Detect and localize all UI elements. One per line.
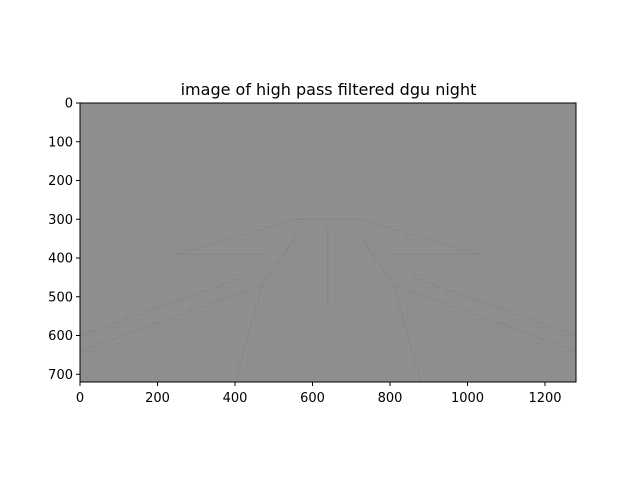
x-tick-label: 1000 (451, 391, 484, 406)
edge-line (176, 218, 298, 255)
x-tick-label: 200 (145, 391, 170, 406)
y-tick-label: 300 (48, 213, 73, 228)
edge-line (234, 284, 263, 382)
edge-line (80, 276, 243, 336)
x-axis: 0 200 400 600 800 1000 1200 (76, 382, 562, 406)
x-tick-label: 800 (378, 391, 403, 406)
y-tick-label: 500 (48, 290, 73, 305)
y-tick-label: 400 (48, 252, 73, 267)
edge-line (80, 284, 263, 352)
x-tick-label: 0 (76, 391, 84, 406)
edge-line (358, 218, 480, 255)
plot-frame (79, 102, 577, 383)
y-axis: 0 100 200 300 400 500 600 700 (48, 97, 80, 383)
x-tick-label: 1200 (528, 391, 561, 406)
edge-line (393, 284, 576, 352)
y-tick-label: 100 (48, 135, 73, 150)
high-pass-image (80, 103, 576, 382)
y-tick-label: 0 (65, 97, 73, 112)
image-plot-area (79, 102, 577, 383)
y-tick-label: 700 (48, 368, 73, 383)
edge-line (261, 234, 298, 286)
edge-line (413, 276, 576, 336)
y-tick-label: 600 (48, 329, 73, 344)
x-tick-label: 400 (223, 391, 248, 406)
x-tick-label: 600 (300, 391, 325, 406)
image-edge-features (80, 218, 576, 382)
edge-line (358, 234, 395, 286)
y-tick-label: 200 (48, 174, 73, 189)
chart-title: image of high pass filtered dgu night (181, 80, 477, 99)
edge-line (393, 284, 422, 382)
